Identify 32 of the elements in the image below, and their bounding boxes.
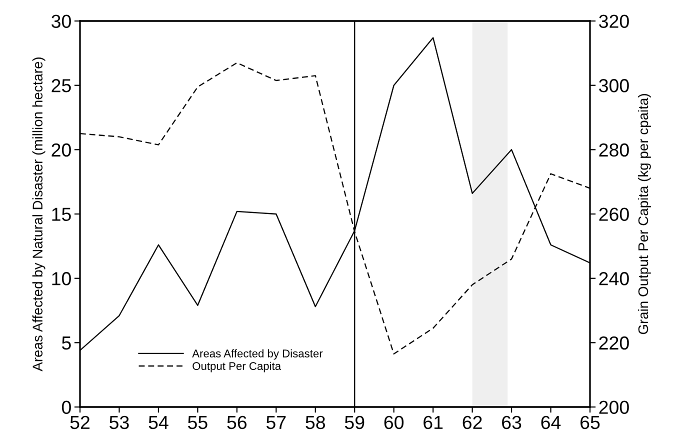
y2-tick-label: 280 (599, 143, 629, 157)
x-tick-label: 61 (424, 416, 443, 430)
y-tick-label: 5 (62, 336, 71, 350)
x-tick-label: 54 (148, 416, 168, 430)
x-tick-label: 56 (227, 416, 247, 430)
y2-tick-label: 320 (599, 14, 629, 28)
x-tick-label: 64 (541, 416, 561, 430)
y2-tick-label: 300 (599, 79, 629, 92)
y2-tick-label: 240 (599, 272, 629, 286)
y2-axis-title: Grain Output Per Capita (kg per cpaita) (638, 94, 651, 334)
y-tick-label: 15 (52, 208, 71, 221)
x-tick-label: 58 (306, 416, 325, 430)
x-tick-label: 62 (462, 416, 482, 430)
x-tick-label: 60 (384, 416, 404, 430)
y-axis-title: Areas Affected by Natural Disaster (million hectare) (32, 58, 46, 372)
x-tick-label: 53 (110, 416, 129, 430)
x-tick-label: 55 (188, 416, 208, 430)
x-tick-label: 63 (502, 416, 522, 430)
x-tick-label: 57 (266, 416, 286, 430)
y-tick-label: 0 (62, 400, 71, 414)
y-tick-label: 10 (52, 272, 71, 286)
x-tick-label: 65 (580, 416, 600, 430)
x-tick-label: 59 (344, 416, 364, 430)
y-tick-label: 30 (52, 14, 71, 28)
legend-label: Areas Affected by Disaster (192, 349, 323, 360)
y-tick-label: 20 (52, 143, 71, 157)
y2-tick-label: 220 (599, 336, 629, 350)
y-tick-label: 25 (52, 79, 71, 92)
y2-tick-label: 200 (599, 400, 629, 414)
y2-tick-label: 260 (599, 208, 629, 221)
legend-label: Output Per Capita (192, 362, 282, 372)
x-tick-label: 52 (70, 416, 90, 430)
